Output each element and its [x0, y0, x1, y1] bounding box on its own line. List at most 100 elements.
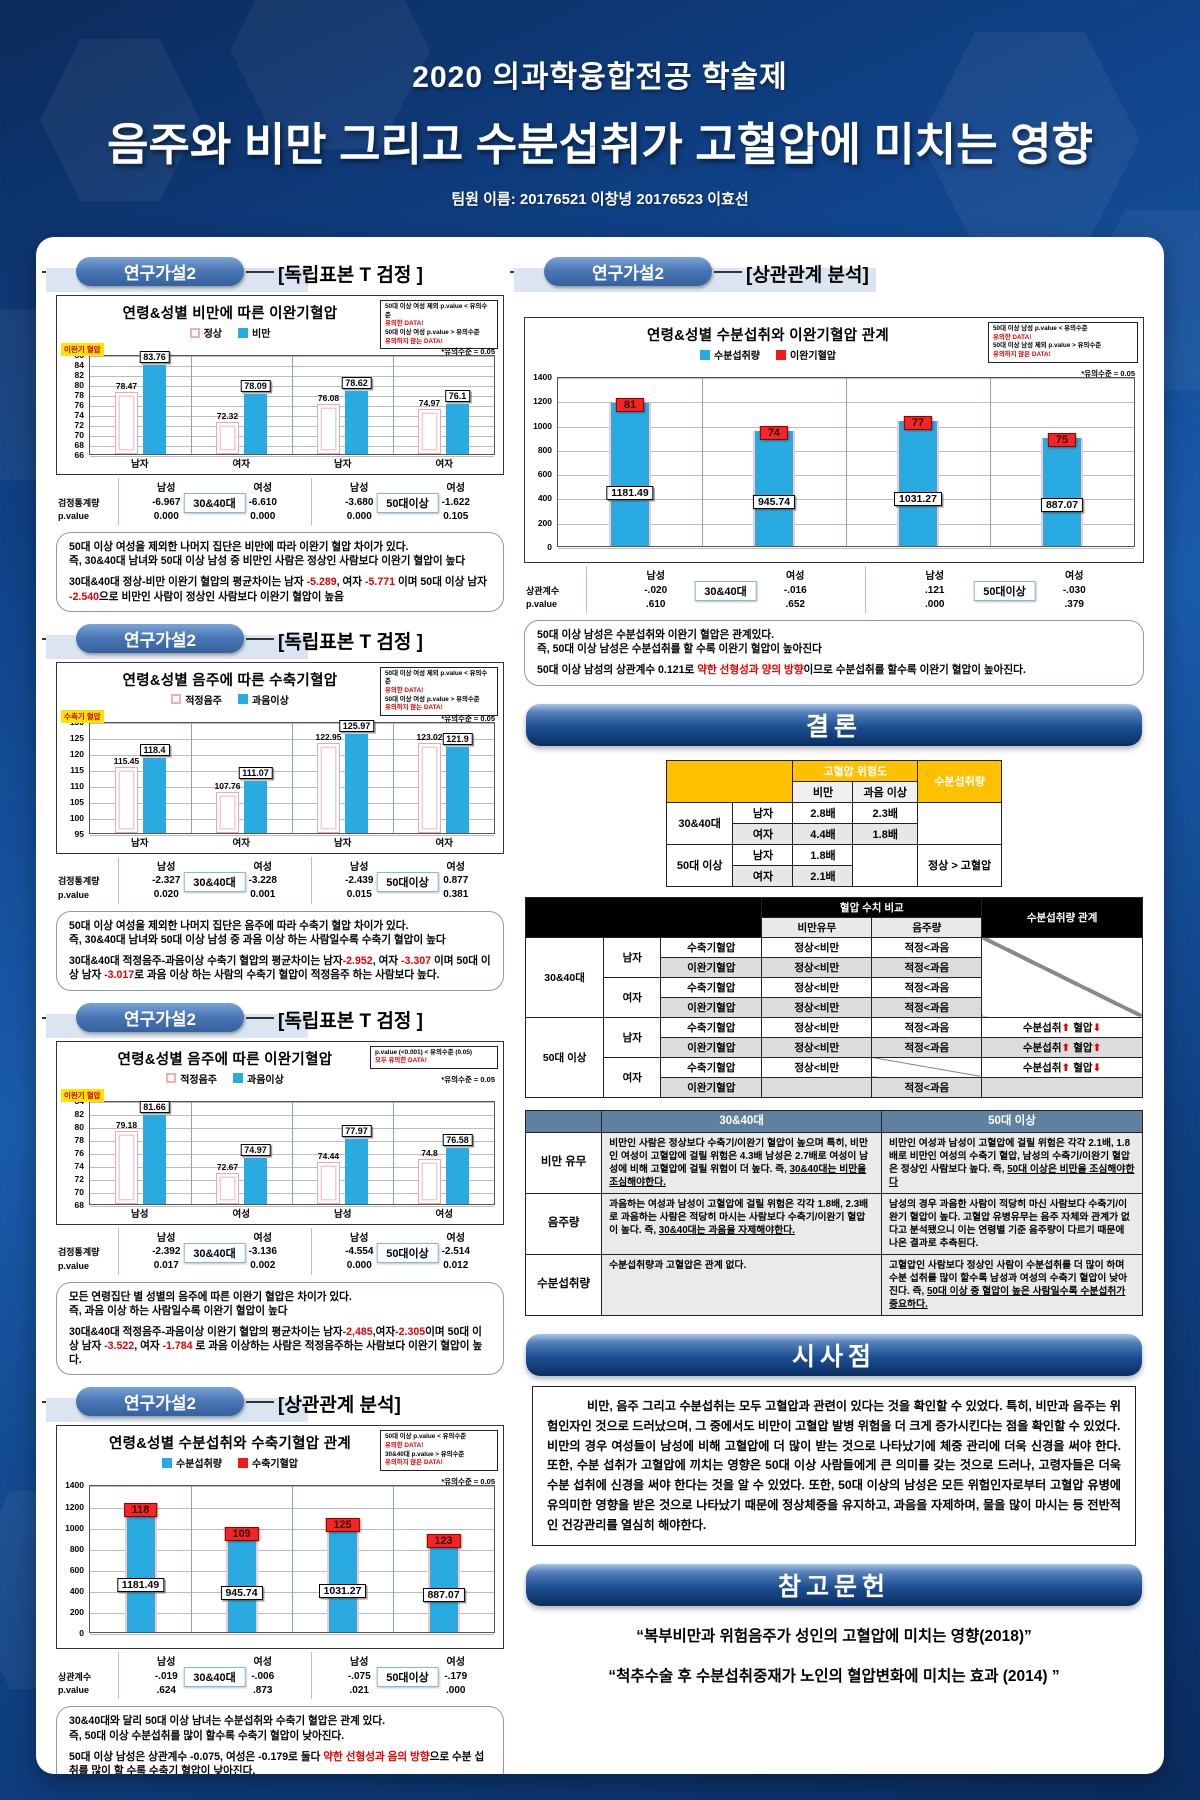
ytick: 76 [74, 400, 84, 410]
sline: 50대 이상 남성은 수분섭취와 이완기 혈압은 관계있다. [537, 628, 1131, 642]
gcell: 115.45 118.4 [90, 723, 191, 833]
stcell: -3.136 [248, 1246, 277, 1257]
xrow: 남자 여자 남자 여자 [89, 455, 495, 471]
gsep [191, 1101, 192, 1204]
blabel: 72.67 [216, 1162, 239, 1173]
gsep [702, 378, 703, 546]
sw [171, 694, 182, 705]
value-cell: 정상<비만 [761, 976, 873, 998]
sex-cell: 여자 [603, 976, 662, 1018]
stline [118, 1227, 120, 1275]
note-r: 유의하지 않은 DATA! [993, 350, 1051, 358]
span: 남성은 상관계수 -0.075, 여성은 -0.179로 둘다 [112, 1750, 324, 1763]
yaxis: 8684828078767472706866 [61, 350, 89, 460]
vbox: 74.97 [240, 1144, 271, 1157]
lgitem: 수분섭취량 [700, 347, 760, 362]
strow: p.value .624 .873 .021 .000 [56, 1683, 504, 1697]
stlabel: p.value [58, 1685, 90, 1696]
blabel: 107.76 [214, 780, 241, 791]
gsep [292, 356, 293, 454]
hypothesis-badge: 연구가설2 [76, 1002, 244, 1032]
sline [69, 947, 491, 954]
redbox: 118 [123, 1502, 158, 1517]
value-cell: 적정<과음 [871, 1016, 983, 1038]
stcell: -6.610 [248, 496, 277, 508]
lgitem: 적정음주 [166, 1071, 217, 1086]
ytick: 400 [537, 493, 552, 504]
bar: 887.07 123 [422, 1533, 465, 1633]
value-cell: 1.8배 [792, 843, 854, 866]
yaxis: 1400 1200 1000 800 600 400 200 0 [529, 372, 557, 552]
section-header: 연구가설2 [상관관계 분석] [42, 1387, 506, 1423]
stline [118, 478, 120, 525]
sline: 50대 이상 여성을 제외한 나머지 집단은 음주에 따라 수축기 혈압 차이가… [69, 919, 491, 933]
cbody: 1400 1200 1000 800 600 400 200 0 1181.49 81 945.74… [529, 372, 1135, 552]
stcell: 여성 [446, 1657, 465, 1669]
bar: 945.74 109 [220, 1527, 263, 1633]
tr: 음주량 과음하는 여성과 남성이 고혈압에 걸릴 위험은 각각 1.8배, 2.… [525, 1192, 1143, 1255]
gcell: 945.74 109 [191, 1486, 292, 1633]
tr: 비만 과음 이상 [666, 780, 1001, 803]
sw [776, 349, 786, 360]
sex-cell: 남자 [732, 843, 794, 866]
stcell: .000 [446, 1684, 466, 1696]
bar-chart-water-diastolic: 50대 이상 남성 p.value < 유의수준 유의한 DATA! 50대 이상 … [522, 317, 1146, 613]
drink-30-40-cell: 과음하는 여성과 남성이 고혈압에 걸릴 위험은 각각 1.8배, 2.3배로 … [601, 1192, 883, 1255]
ytick: 68 [74, 440, 84, 450]
yaxis: 1400 1200 1000 800 600 400 200 0 [61, 1480, 89, 1638]
stcell: 여성 [446, 483, 465, 494]
gline [90, 1634, 494, 1636]
gcell: 1181.49 118 [90, 1486, 191, 1633]
run-r: ⬆ [1061, 1021, 1071, 1034]
stline [311, 856, 313, 904]
stcell: .873 [253, 1684, 273, 1696]
span: 혈압 [1070, 1021, 1093, 1034]
measure-cell: 수축기혈압 [660, 1056, 763, 1078]
stline [118, 856, 120, 904]
measure-cell: 수축기혈압 [660, 976, 763, 998]
ylab: 수축기 혈압 [61, 709, 104, 723]
na-cell [981, 936, 1143, 1018]
redbox: 75 [1047, 433, 1077, 448]
value-cell: 적정<과음 [871, 996, 983, 1018]
ytick: 125 [69, 732, 84, 743]
alt: 여자 4.4배 1.8배 [666, 822, 1001, 845]
cstats: 남성 여성 남성 여성 검정통계량 -6.967 -6.610 -3.680 -1.622 p.v… [56, 478, 504, 525]
gsep [393, 1101, 394, 1204]
span: ,여자 [372, 1325, 396, 1338]
summary-box: 모든 연령집단 별 성별의 음주에 따른 이완기 혈압은 차이가 있다. 즉, 과… [56, 1281, 504, 1376]
bar: 125.97 [338, 719, 375, 833]
stcell: 여성 [253, 861, 272, 873]
agebox: 50대이상 [376, 871, 439, 892]
bar: 1181.49 81 [606, 397, 654, 546]
cbody: 1400 1200 1000 800 600 400 200 0 1181.49 118 945.7… [61, 1480, 495, 1638]
cbody: 이완기 혈압84828078767472706879.1881.6672.677… [61, 1088, 495, 1210]
stcell: 0.000 [346, 510, 372, 522]
vbox: 121.9 [442, 732, 473, 745]
agebox: 50대이상 [376, 493, 439, 513]
hypothesis-badge: 연구가설2 [76, 1387, 244, 1417]
lgname: 수분섭취량 [714, 351, 760, 362]
ctitle: 연령&성별 수분섭취와 이완기혈압 관계 [647, 328, 889, 344]
sw [238, 327, 248, 338]
stcell: 남성 [350, 483, 369, 494]
lgitem: 과음이상 [238, 692, 289, 707]
bar: 79.18 [115, 1120, 138, 1204]
stcell: -.006 [251, 1670, 275, 1682]
bar: 76.08 [317, 393, 340, 454]
strow: 상관계수 -.020 -.016 .121 -.030 [524, 583, 1144, 597]
run-b: 50대 이상 [69, 955, 491, 982]
stlabel: 검정통계량 [58, 1247, 100, 1257]
sline [69, 568, 491, 575]
bar-chart-water-systolic: 50대 이상 p.value < 유의수준 유의한 DATA! 30&40대 p.v… [54, 1425, 506, 1700]
span: 혈압 [1070, 1061, 1093, 1074]
sline: 즉, 50대 이상 수분섭취를 많이 할수록 수축기 혈압이 낮아진다. [69, 1729, 491, 1743]
stcell: -.179 [444, 1670, 468, 1682]
ytick: 120 [69, 748, 84, 759]
row-label: 수분섭취량 [525, 1253, 603, 1317]
table-corner [665, 759, 794, 803]
gcell: 1181.49 81 [558, 378, 702, 546]
lgname: 과음이상 [247, 1074, 284, 1086]
stcell: 0.012 [443, 1260, 469, 1271]
span: 수분섭취 [1022, 1041, 1062, 1054]
